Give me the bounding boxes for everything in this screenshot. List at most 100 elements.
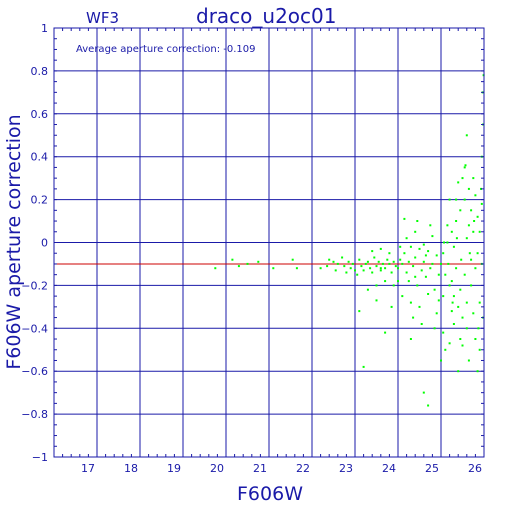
data-point (336, 262, 339, 265)
data-point (442, 295, 445, 298)
data-point (377, 260, 380, 263)
data-point (431, 235, 434, 238)
data-point (429, 267, 432, 270)
data-point (478, 230, 481, 233)
x-tick-label: 17 (81, 462, 95, 475)
data-point (360, 265, 363, 268)
data-point (470, 284, 473, 287)
data-point (358, 310, 361, 313)
data-point (394, 265, 397, 268)
data-point (412, 316, 415, 319)
data-point (463, 166, 466, 169)
data-point (343, 265, 346, 268)
data-point (414, 256, 417, 259)
data-point (433, 327, 436, 330)
x-axis-label: F606W (237, 483, 303, 505)
data-point (470, 209, 473, 212)
data-point (409, 338, 412, 340)
data-point (366, 288, 369, 291)
data-point (467, 359, 470, 362)
data-point (405, 271, 408, 274)
data-point (459, 338, 462, 340)
data-point (427, 250, 430, 253)
data-point (334, 269, 337, 272)
data-point (332, 260, 335, 263)
data-point (386, 258, 389, 261)
chart-title: draco_u2oc01 (196, 4, 337, 28)
y-axis-label: F606W aperture correction (3, 114, 25, 369)
data-point (420, 323, 423, 325)
data-point (422, 260, 425, 263)
data-point (379, 269, 382, 272)
data-point (476, 252, 479, 255)
data-point (465, 327, 468, 330)
data-point (427, 293, 430, 295)
data-point (465, 301, 468, 304)
data-point (435, 312, 438, 315)
data-point (459, 288, 462, 291)
data-point (401, 295, 404, 298)
x-tick-label: 22 (296, 462, 310, 475)
data-point (414, 275, 417, 278)
x-axis-ticks: 17 18 19 20 21 22 23 24 25 26 (53, 28, 485, 475)
y-tick-label: −0.2 (21, 279, 48, 292)
data-point (452, 245, 455, 248)
data-point (407, 260, 410, 263)
data-point (319, 267, 322, 270)
y-tick-label: 1 (41, 22, 48, 35)
data-point (477, 327, 480, 330)
data-point (468, 252, 471, 255)
data-point (457, 370, 460, 373)
data-point (422, 243, 425, 246)
data-point (407, 280, 410, 283)
data-point (427, 404, 430, 407)
data-point (362, 269, 365, 272)
data-point (257, 260, 260, 263)
data-point (341, 256, 344, 259)
data-point (390, 271, 393, 274)
data-point (433, 288, 436, 291)
data-point (375, 299, 378, 302)
data-point (444, 273, 447, 276)
data-point (455, 220, 458, 222)
data-point (366, 260, 369, 263)
data-point (455, 198, 458, 201)
data-point (356, 273, 359, 276)
data-point (409, 245, 412, 248)
data-point (379, 267, 382, 270)
data-point (443, 241, 445, 244)
y-tick-label: 0.8 (31, 65, 49, 78)
data-point (422, 391, 425, 394)
data-point (457, 181, 460, 184)
data-point (474, 267, 477, 270)
data-point (467, 224, 470, 227)
data-point (461, 177, 464, 180)
data-point (392, 284, 395, 287)
data-point (351, 262, 354, 265)
data-point (379, 247, 382, 250)
data-point (473, 220, 476, 222)
data-point (448, 342, 451, 345)
y-tick-label: −0.8 (21, 408, 48, 421)
data-point (463, 273, 466, 276)
data-point (399, 245, 402, 248)
data-point (478, 301, 481, 304)
data-points (214, 74, 485, 407)
y-tick-label: 0.2 (31, 194, 49, 207)
data-point (418, 305, 421, 308)
data-point (420, 269, 423, 272)
x-tick-label: 25 (425, 462, 439, 475)
data-point (384, 331, 387, 334)
data-point (403, 252, 406, 255)
data-point (476, 215, 479, 218)
data-point (405, 237, 408, 240)
data-point (397, 267, 399, 270)
data-point (214, 267, 217, 270)
data-point (455, 267, 458, 270)
data-point (246, 262, 249, 265)
data-point (364, 262, 367, 265)
data-point (414, 230, 417, 233)
data-point (381, 262, 384, 265)
data-point (403, 217, 406, 220)
